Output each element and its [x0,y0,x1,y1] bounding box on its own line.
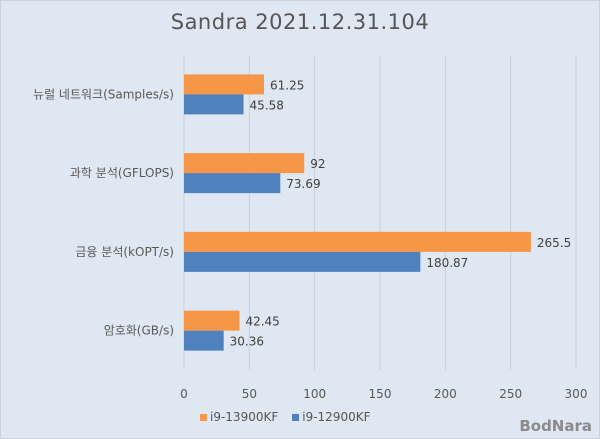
category-label: 과학 분석(GFLOPS) [70,166,174,180]
x-tick-label: 300 [565,387,588,401]
x-tick-label: 0 [180,387,188,401]
data-label: 265.5 [537,236,571,250]
legend: i9-13900KF i9-12900KF [200,410,371,424]
bar-i9-12900KF [184,94,244,115]
bar-i9-13900KF [184,153,305,174]
x-tick-label: 200 [434,387,457,401]
data-label: 61.25 [270,78,304,92]
legend-swatch [292,414,300,421]
legend-item-0: i9-13900KF [200,410,278,424]
x-tick-label: 150 [369,387,392,401]
chart-title: Sandra 2021.12.31.104 [170,10,430,34]
category-label: 금융 분석(kOPT/s) [75,245,174,259]
legend-label: i9-13900KF [210,410,279,424]
data-label: 42.45 [245,315,279,329]
bar-i9-13900KF [184,231,531,252]
data-label: 45.58 [250,98,284,112]
x-tick-label: 100 [303,387,326,401]
legend-item-1: i9-12900KF [292,410,371,424]
x-tick-label: 250 [499,387,522,401]
data-label: 180.87 [426,256,468,270]
bar-i9-12900KF [184,251,421,272]
legend-label: i9-12900KF [302,410,371,424]
bar-i9-12900KF [184,173,281,194]
data-label: 92 [310,157,325,171]
bar-i9-13900KF [184,310,240,331]
legend-swatch [200,414,207,421]
bar-i9-12900KF [184,330,224,351]
data-label: 73.69 [286,177,320,191]
bar-i9-13900KF [184,74,265,95]
category-label: 암호화(GB/s) [104,324,174,338]
x-tick-label: 50 [242,387,257,401]
category-label: 뉴럴 네트워크(Samples/s) [33,87,174,101]
data-label: 30.36 [230,335,264,349]
watermark-logo: BodNara [519,417,592,435]
